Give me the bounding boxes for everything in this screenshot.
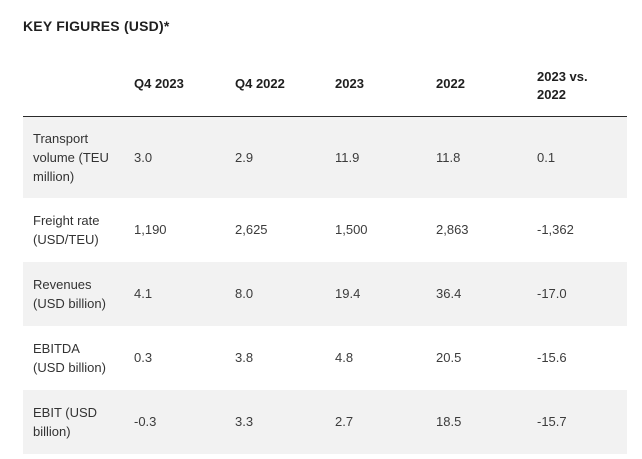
- table-row: EBIT (USD billion) -0.3 3.3 2.7 18.5 -15…: [23, 389, 627, 454]
- row-label-revenues: Revenues (USD billion): [23, 261, 124, 326]
- header-2023-vs-2022: 2023 vs. 2022: [527, 52, 627, 117]
- table-cell: -0.3: [124, 389, 225, 454]
- table-cell: 1,500: [325, 197, 426, 262]
- table-cell: -15.7: [527, 389, 627, 454]
- table-cell: 3.0: [124, 116, 225, 198]
- table-cell: 18.5: [426, 389, 527, 454]
- table-cell: 2.9: [225, 116, 325, 198]
- table-cell: 4.8: [325, 325, 426, 390]
- table-row: Freight rate (USD/TEU) 1,190 2,625 1,500…: [23, 197, 627, 262]
- page-title: KEY FIGURES (USD)*: [23, 18, 170, 34]
- table-cell: 3.3: [225, 389, 325, 454]
- table-cell: 8.0: [225, 261, 325, 326]
- header-q4-2022: Q4 2022: [225, 52, 325, 117]
- table-cell: 11.9: [325, 116, 426, 198]
- header-2023: 2023: [325, 52, 426, 117]
- table-cell: 2.7: [325, 389, 426, 454]
- table-cell: 4.1: [124, 261, 225, 326]
- header-2022: 2022: [426, 52, 527, 117]
- table-cell: -15.6: [527, 325, 627, 390]
- table-cell: 1,190: [124, 197, 225, 262]
- table-cell: 3.8: [225, 325, 325, 390]
- table-cell: 36.4: [426, 261, 527, 326]
- table-cell: 0.1: [527, 116, 627, 198]
- table-cell: 11.8: [426, 116, 527, 198]
- table-cell: -17.0: [527, 261, 627, 326]
- table-row: Transport volume (TEU million) 3.0 2.9 1…: [23, 116, 627, 198]
- table-row: Revenues (USD billion) 4.1 8.0 19.4 36.4…: [23, 261, 627, 326]
- row-label-ebit: EBIT (USD billion): [23, 389, 124, 454]
- table-cell: -1,362: [527, 197, 627, 262]
- table-cell: 19.4: [325, 261, 426, 326]
- table-cell: 0.3: [124, 325, 225, 390]
- table-cell: 20.5: [426, 325, 527, 390]
- header-label-column: [23, 52, 124, 117]
- table-cell: 2,863: [426, 197, 527, 262]
- table-cell: 2,625: [225, 197, 325, 262]
- row-label-transport-volume: Transport volume (TEU million): [23, 116, 124, 198]
- row-label-ebitda: EBITDA (USD billion): [23, 325, 124, 390]
- table-row: EBITDA (USD billion) 0.3 3.8 4.8 20.5 -1…: [23, 325, 627, 390]
- row-label-freight-rate: Freight rate (USD/TEU): [23, 197, 124, 262]
- header-q4-2023: Q4 2023: [124, 52, 225, 117]
- key-figures-table: Q4 2023 Q4 2022 2023 2022 2023 vs. 2022 …: [23, 52, 627, 454]
- table-header-row: Q4 2023 Q4 2022 2023 2022 2023 vs. 2022: [23, 52, 627, 117]
